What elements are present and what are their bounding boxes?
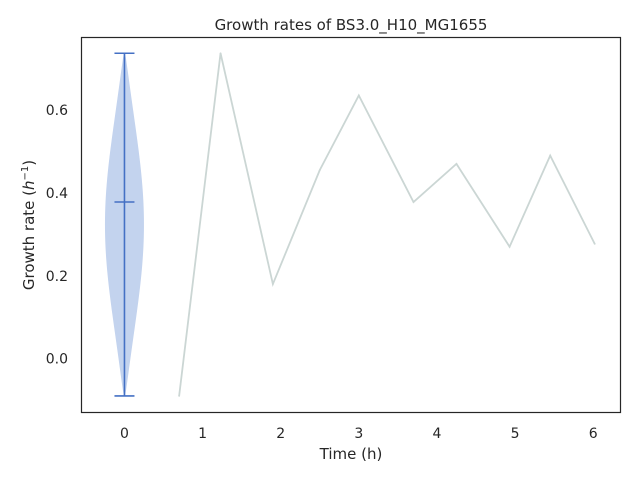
data-point <box>412 201 415 203</box>
y-tick-labels: 0.0 0.2 0.4 0.6 <box>46 103 68 368</box>
x-tick-label: 5 <box>511 426 520 442</box>
plot-frame <box>80 36 622 414</box>
series-line-0 <box>178 53 596 397</box>
y-axis-label: Growth rate (h−1) <box>20 160 38 290</box>
x-tick-label: 0 <box>120 426 129 442</box>
x-tick-label: 3 <box>354 426 363 442</box>
y-tick-label: 0.2 <box>46 269 68 285</box>
y-axis-label-sup: −1 <box>20 166 31 181</box>
chart-title: Growth rates of BS3.0_H10_MG1655 <box>215 16 488 35</box>
growth-series <box>178 52 596 397</box>
y-tick-label: 0.0 <box>46 352 68 368</box>
y-axis-label-italic: h <box>20 180 38 190</box>
x-tick-label: 6 <box>589 426 598 442</box>
y-axis-label-main: Growth rate ( <box>20 190 38 290</box>
x-tick-labels: 0 1 2 3 4 5 6 <box>120 426 598 442</box>
y-axis-label-end: ) <box>20 160 38 166</box>
data-point <box>455 162 458 165</box>
y-tick-label: 0.6 <box>46 103 68 119</box>
data-point <box>219 52 222 55</box>
data-point <box>271 283 274 285</box>
x-tick-label: 4 <box>432 426 441 442</box>
data-point <box>318 169 321 171</box>
x-tick-label: 2 <box>276 426 285 442</box>
data-point <box>178 395 181 397</box>
violin-plot <box>104 52 144 397</box>
data-point <box>508 245 511 248</box>
data-point <box>549 154 552 157</box>
x-tick-label: 1 <box>198 426 207 442</box>
data-point <box>357 94 360 97</box>
data-point <box>593 242 596 245</box>
x-axis-label: Time (h) <box>319 445 383 463</box>
y-tick-label: 0.4 <box>46 186 68 202</box>
